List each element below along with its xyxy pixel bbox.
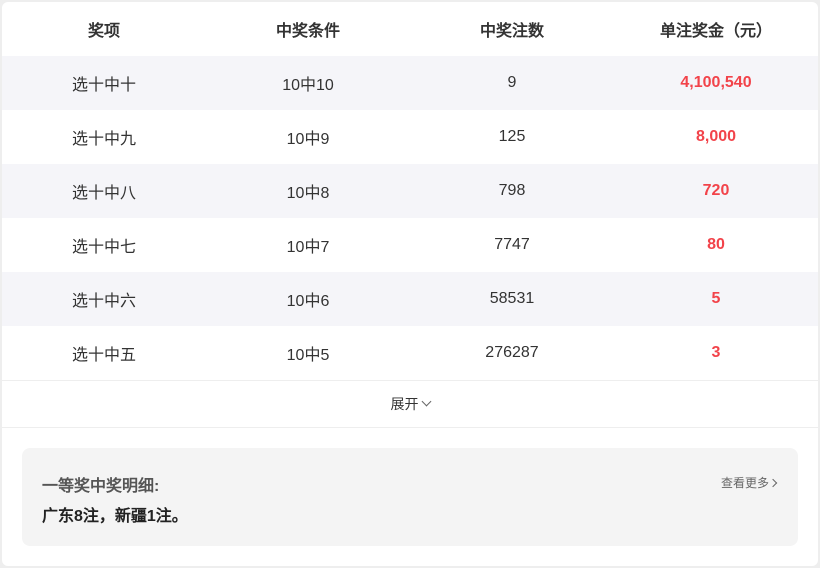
view-more-link[interactable]: 查看更多 bbox=[720, 474, 778, 491]
winner-count: 798 bbox=[498, 182, 526, 199]
header-condition: 中奖条件 bbox=[275, 23, 340, 40]
table-row: 选十中十 10中10 9 4,100,540 bbox=[2, 56, 818, 110]
winner-count: 58531 bbox=[489, 290, 535, 307]
details-title: 一等奖中奖明细: bbox=[42, 478, 160, 495]
table-row: 选十中七 10中7 7747 80 bbox=[2, 218, 818, 272]
condition: 10中9 bbox=[286, 131, 330, 148]
prize-amount: 720 bbox=[702, 182, 730, 199]
prize-name: 选十中七 bbox=[71, 239, 136, 256]
header-prize: 奖项 bbox=[87, 23, 120, 40]
chevron-right-icon bbox=[768, 478, 778, 488]
prize-name: 选十中八 bbox=[71, 185, 136, 202]
prize-amount: 4,100,540 bbox=[680, 74, 752, 91]
expand-button[interactable]: 展开 bbox=[2, 380, 818, 428]
prize-amount: 3 bbox=[711, 344, 721, 361]
table-row: 选十中六 10中6 58531 5 bbox=[2, 272, 818, 326]
prize-name: 选十中五 bbox=[71, 347, 136, 364]
condition: 10中6 bbox=[286, 293, 330, 310]
winner-count: 276287 bbox=[485, 344, 539, 361]
winner-count: 7747 bbox=[494, 236, 530, 253]
prize-amount: 8,000 bbox=[695, 128, 737, 145]
prize-name: 选十中六 bbox=[71, 293, 136, 310]
winner-count: 9 bbox=[507, 74, 517, 91]
view-more-label: 查看更多 bbox=[720, 476, 769, 490]
prize-amount: 5 bbox=[711, 290, 721, 307]
chevron-down-icon bbox=[421, 396, 431, 407]
details-body: 广东8注，新疆1注。 bbox=[42, 508, 188, 525]
condition: 10中7 bbox=[286, 239, 330, 256]
first-prize-details: 一等奖中奖明细: 广东8注，新疆1注。 查看更多 bbox=[22, 448, 798, 546]
prize-amount: 80 bbox=[707, 236, 725, 253]
prize-name: 选十中九 bbox=[71, 131, 136, 148]
table-header: 奖项 中奖条件 中奖注数 单注奖金（元） bbox=[2, 2, 818, 56]
header-amount: 单注奖金（元） bbox=[659, 23, 772, 40]
table-row: 选十中九 10中9 125 8,000 bbox=[2, 110, 818, 164]
condition: 10中5 bbox=[286, 347, 330, 364]
prize-name: 选十中十 bbox=[71, 77, 136, 94]
table-row: 选十中八 10中8 798 720 bbox=[2, 164, 818, 218]
condition: 10中8 bbox=[286, 185, 330, 202]
table-row: 选十中五 10中5 276287 3 bbox=[2, 326, 818, 380]
expand-label: 展开 bbox=[390, 396, 419, 412]
winner-count: 125 bbox=[498, 128, 526, 145]
header-count: 中奖注数 bbox=[479, 23, 544, 40]
condition: 10中10 bbox=[282, 77, 334, 94]
